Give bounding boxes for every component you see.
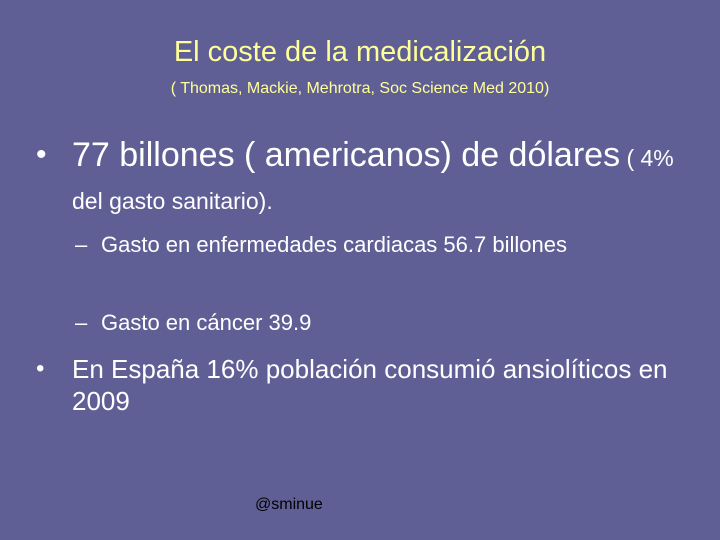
- bullet-text-main: 77 billones ( americanos) de dólares: [72, 136, 621, 174]
- bullet-marker: •: [36, 355, 45, 382]
- bullet-marker: •: [36, 138, 47, 171]
- bullet-item-spain: • En España 16% población consumió ansio…: [36, 353, 696, 417]
- footer-handle: @sminue: [255, 496, 323, 513]
- slide-title: El coste de la medicalización: [173, 36, 547, 68]
- sub-item-text: Gasto en enfermedades cardiacas 56.7 bil…: [101, 232, 567, 257]
- sub-item-text: Gasto en cáncer 39.9: [101, 310, 312, 335]
- bullet-text: 77 billones ( americanos) de dólares ( 4…: [72, 135, 696, 221]
- bullet-item-cost: • 77 billones ( americanos) de dólares (…: [36, 135, 696, 221]
- slide-subtitle: ( Thomas, Mackie, Mehrotra, Soc Science …: [170, 80, 550, 97]
- sub-item-cancer: – Gasto en cáncer 39.9: [75, 310, 635, 336]
- sub-item-marker: –: [75, 232, 88, 257]
- sub-item-cardiac: – Gasto en enfermedades cardiacas 56.7 b…: [75, 232, 635, 258]
- sub-item-marker: –: [75, 310, 88, 335]
- bullet-text: En España 16% población consumió ansiolí…: [72, 354, 668, 416]
- bullet-text-note: ( 4% del gasto sanitario).: [72, 145, 674, 214]
